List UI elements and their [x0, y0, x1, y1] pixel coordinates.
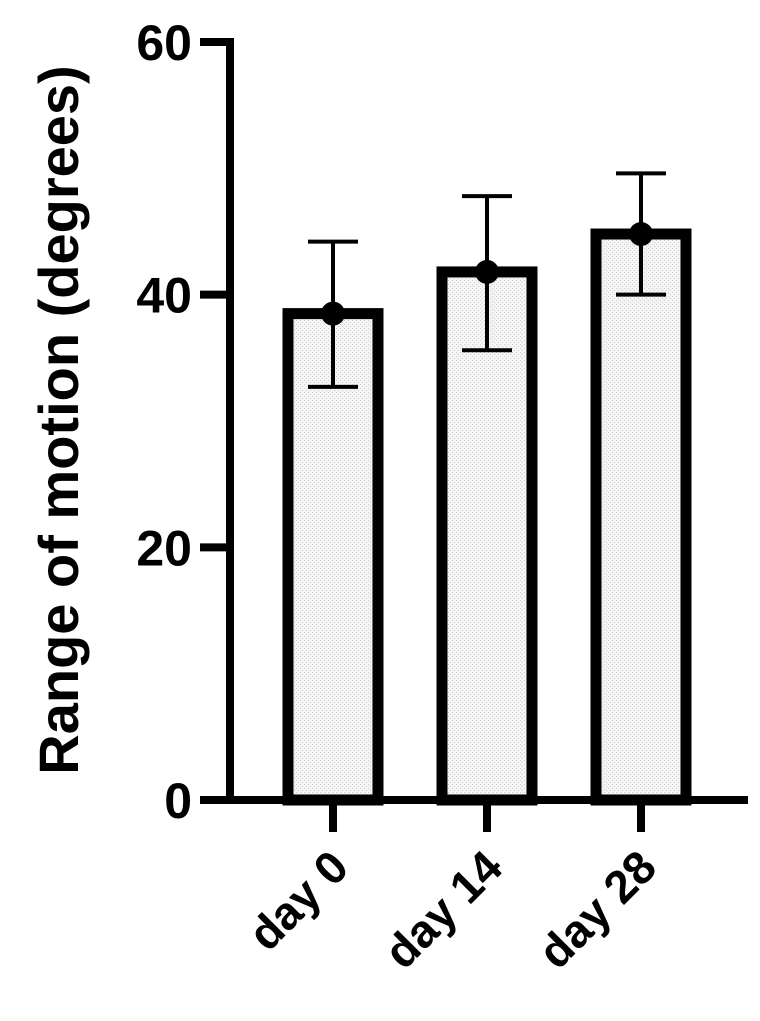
- y-axis-title: Range of motion (degrees): [27, 65, 90, 774]
- bar-day-28: [590, 228, 692, 806]
- y-tick-label: 0: [164, 773, 192, 829]
- mean-point: [321, 301, 345, 326]
- y-tick-label: 20: [136, 520, 192, 576]
- y-tick-label: 60: [136, 15, 192, 71]
- bar-day-0: [282, 308, 384, 806]
- x-tick-label: day 0: [238, 840, 358, 960]
- x-axis-ticks: day 0 day 14 day 28: [238, 800, 666, 978]
- bar-day-14: [436, 266, 538, 806]
- bars: [282, 171, 692, 806]
- x-tick-label: day 14: [374, 840, 512, 978]
- x-tick-label: day 28: [528, 840, 666, 978]
- y-axis-ticks: 0 20 40 60: [136, 15, 230, 829]
- mean-point: [629, 222, 653, 247]
- mean-point: [475, 259, 499, 284]
- y-tick-label: 40: [136, 268, 192, 324]
